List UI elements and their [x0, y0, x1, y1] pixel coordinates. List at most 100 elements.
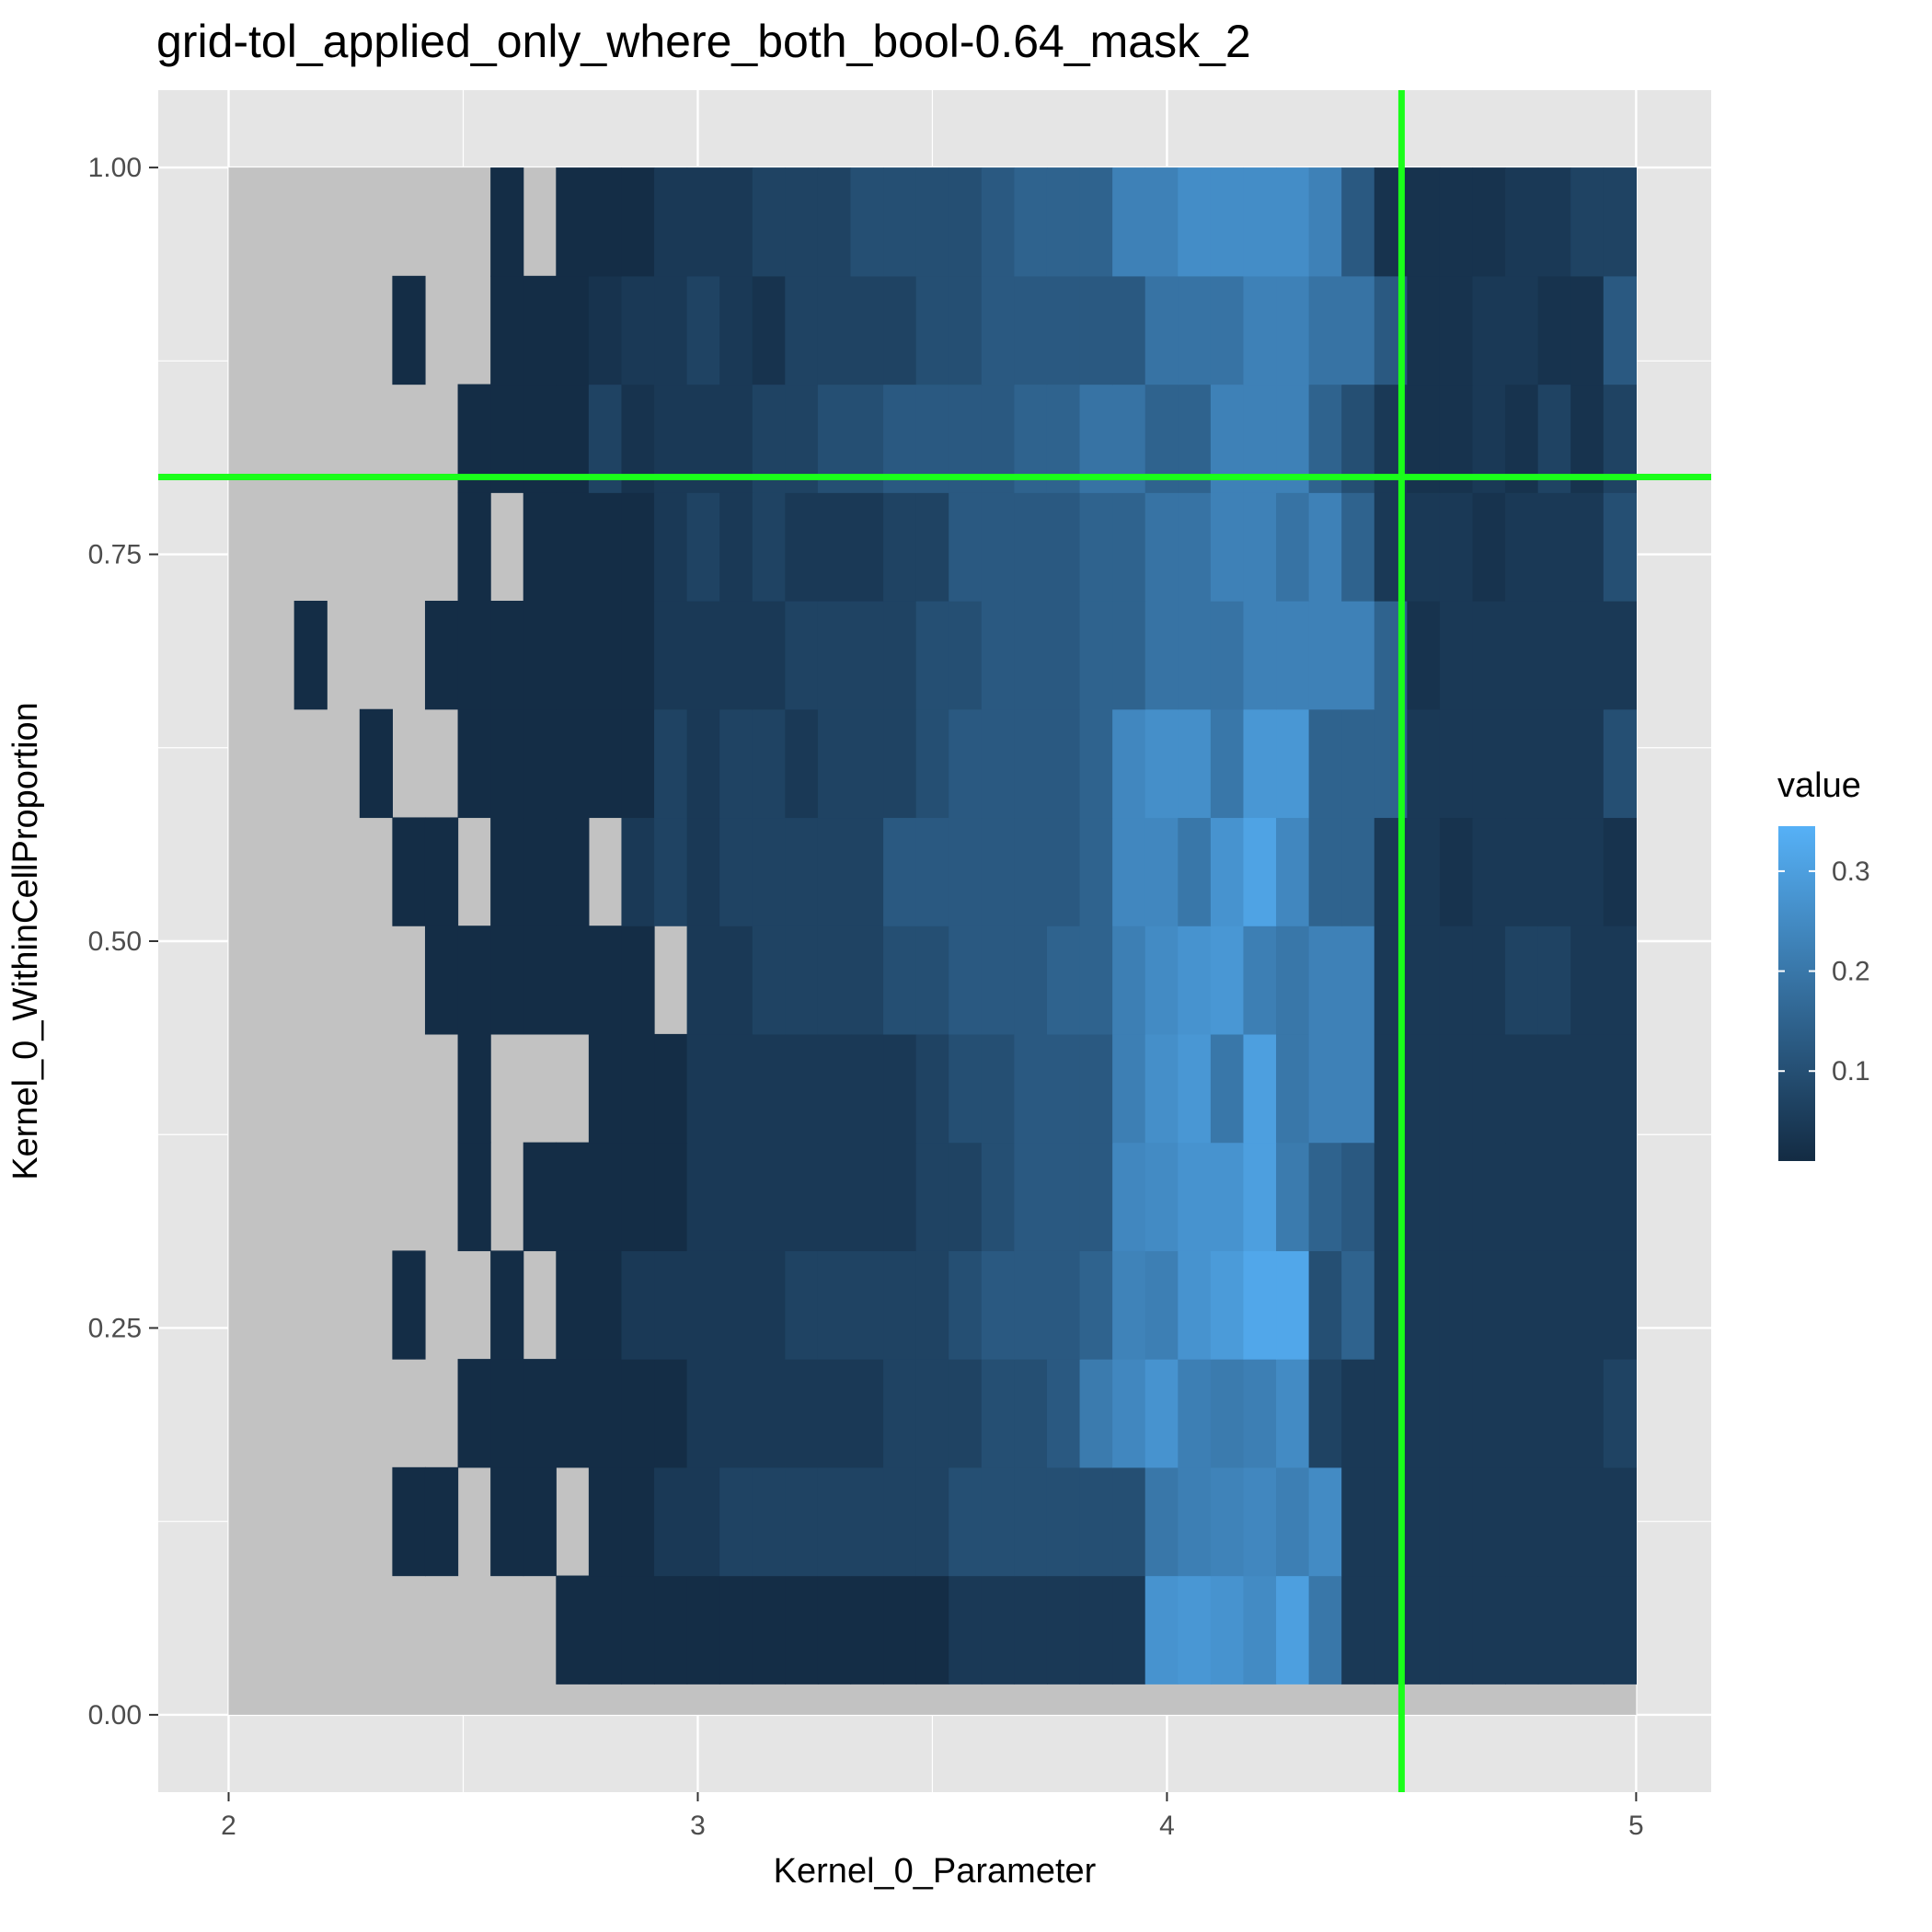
heatmap-cell [915, 492, 949, 602]
y-tick-label: 0.00 [88, 1700, 142, 1731]
heatmap-cell [883, 817, 917, 926]
heatmap-cell [523, 1466, 557, 1577]
heatmap-cell [1472, 1142, 1506, 1251]
heatmap-cell [981, 926, 1015, 1035]
heatmap-cell [817, 708, 852, 819]
heatmap-cell [1144, 167, 1179, 277]
heatmap-cell [1308, 1359, 1342, 1468]
heatmap-cell [1505, 167, 1539, 277]
heatmap-cell [1243, 817, 1277, 926]
heatmap-cell [719, 1033, 753, 1144]
heatmap-cell [654, 1575, 688, 1685]
heatmap-cell [621, 817, 655, 926]
heatmap-cell [1537, 1575, 1571, 1685]
heatmap-cell [1046, 167, 1081, 277]
heatmap-cell [621, 492, 655, 602]
heatmap-cell [1014, 492, 1048, 602]
heatmap-cell [1243, 1575, 1277, 1685]
heatmap-cell [1570, 1466, 1604, 1577]
heatmap-cell [1341, 275, 1375, 385]
heatmap-cell [817, 1142, 852, 1251]
heatmap-cell [1537, 708, 1571, 819]
heatmap-cell [1407, 1359, 1441, 1468]
heatmap-cell [1112, 1142, 1146, 1251]
heatmap-cell [1603, 1250, 1638, 1360]
heatmap-cell [1178, 708, 1212, 819]
heatmap-cell [1439, 601, 1474, 710]
heatmap-cell [752, 1359, 786, 1468]
heatmap-cell [1276, 601, 1310, 710]
heatmap-cell [1276, 1466, 1310, 1577]
heatmap-cell [654, 1250, 688, 1360]
heatmap-cell [1537, 275, 1571, 385]
heatmap-cell [1046, 1575, 1081, 1685]
heatmap-cell [523, 708, 557, 819]
heatmap-cell [1046, 817, 1081, 926]
heatmap-cell [1505, 1142, 1539, 1251]
heatmap-cell [1112, 601, 1146, 710]
heatmap-cell [1439, 817, 1474, 926]
heatmap-cell [915, 926, 949, 1035]
heatmap-cell [1210, 1575, 1245, 1685]
heatmap-cell [1112, 1466, 1146, 1577]
heatmap-cell [1603, 817, 1638, 926]
heatmap-cell [850, 601, 884, 710]
heatmap-cell [686, 275, 720, 385]
heatmap-cell [719, 1250, 753, 1360]
heatmap-cell [1308, 1250, 1342, 1360]
heatmap-cell [719, 926, 753, 1035]
heatmap-cell [915, 167, 949, 277]
heatmap-cell [981, 492, 1015, 602]
heatmap-cell [1144, 708, 1179, 819]
heatmap-cell [752, 492, 786, 602]
heatmap-cell [817, 817, 852, 926]
heatmap-cell [949, 1033, 983, 1144]
heatmap-cell [915, 275, 949, 385]
heatmap-cell [1276, 1575, 1310, 1685]
heatmap-cell [654, 601, 688, 710]
heatmap-cell [654, 1033, 688, 1144]
heatmap-cell [1308, 601, 1342, 710]
heatmap-cell [1079, 1359, 1113, 1468]
heatmap-cell [883, 492, 917, 602]
y-tick-label: 0.25 [88, 1313, 142, 1343]
heatmap-cell [1505, 492, 1539, 602]
heatmap-cell [1308, 1142, 1342, 1251]
heatmap-cell [1407, 817, 1441, 926]
heatmap-cell [981, 1466, 1015, 1577]
heatmap-cell [883, 1359, 917, 1468]
heatmap-cell [490, 275, 524, 385]
heatmap-cell [883, 601, 917, 710]
heatmap-cell [1341, 926, 1375, 1035]
heatmap-cell [915, 1575, 949, 1685]
heatmap-cell [1439, 1033, 1474, 1144]
heatmap-cell [1243, 601, 1277, 710]
heatmap-cell [1407, 601, 1441, 710]
heatmap-cell [654, 708, 688, 819]
heatmap-cell [850, 1033, 884, 1144]
heatmap-cell [1178, 275, 1212, 385]
heatmap-cell [1014, 817, 1048, 926]
heatmap-cell [883, 1466, 917, 1577]
heatmap-cell [1079, 275, 1113, 385]
heatmap-cell [1144, 1142, 1179, 1251]
heatmap-cell [1276, 926, 1310, 1035]
heatmap-cell [1112, 167, 1146, 277]
heatmap-cell [588, 1575, 623, 1685]
heatmap-cell [719, 275, 753, 385]
heatmap-cell [1472, 167, 1506, 277]
heatmap-cell [1407, 167, 1441, 277]
x-axis-title: Kernel_0_Parameter [774, 1852, 1097, 1891]
heatmap-cell [1210, 708, 1245, 819]
heatmap-cell [1308, 1033, 1342, 1144]
heatmap-cell [915, 1142, 949, 1251]
heatmap-cell [392, 817, 426, 926]
heatmap-cell [719, 167, 753, 277]
heatmap-cell [1046, 708, 1081, 819]
heatmap-cell [817, 1250, 852, 1360]
heatmap-cell [556, 275, 590, 385]
heatmap-cell [785, 1575, 819, 1685]
heatmap-cell [981, 167, 1015, 277]
heatmap-cell [457, 708, 491, 819]
heatmap-cell [1178, 167, 1212, 277]
